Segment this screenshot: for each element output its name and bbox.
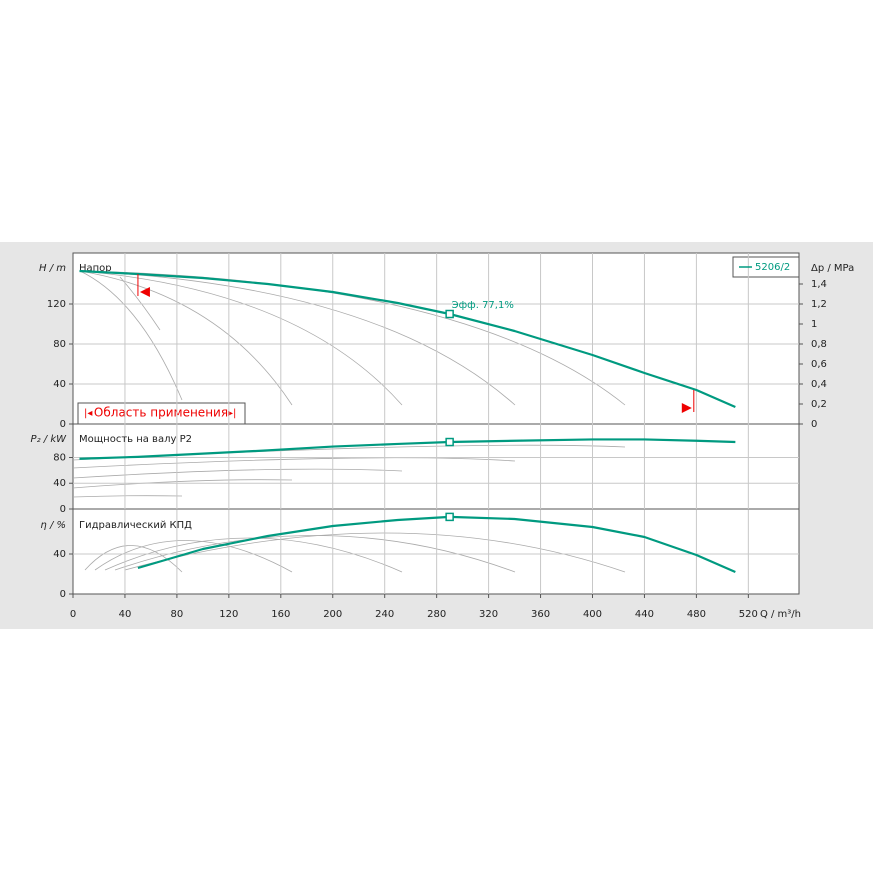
range-arrow <box>681 403 692 413</box>
range-arrow <box>139 287 150 297</box>
y2-tick-label: 0,6 <box>811 359 827 370</box>
y-tick-label: 0 <box>60 504 66 515</box>
x-tick-label: 200 <box>323 609 342 620</box>
x-tick-label: 40 <box>119 609 132 620</box>
y-tick-label: 40 <box>53 549 66 560</box>
y-axis-label: P₂ / kW <box>31 434 68 445</box>
panel-title: Гидравлический КПД <box>79 520 192 531</box>
y-tick-label: 80 <box>53 452 66 463</box>
x-tick-label: 280 <box>427 609 446 620</box>
legend-label: 5206/2 <box>755 262 790 273</box>
x-tick-label: 80 <box>171 609 184 620</box>
legend-box <box>732 256 800 278</box>
duty-point <box>445 309 454 319</box>
y-tick-label: 120 <box>47 299 66 310</box>
x-axis-label: Q / m³/h <box>760 609 801 620</box>
x-tick-label: 520 <box>739 609 758 620</box>
range-arrow: ▸| <box>228 408 236 419</box>
y2-tick-label: 0,4 <box>811 379 827 390</box>
duty-point <box>445 512 454 522</box>
y-tick-label: 0 <box>60 419 66 430</box>
x-tick-label: 240 <box>375 609 394 620</box>
annotation: Эфф. 77,1% <box>452 300 514 311</box>
x-tick-label: 480 <box>687 609 706 620</box>
x-tick-label: 440 <box>635 609 654 620</box>
duty-point <box>445 437 454 447</box>
y2-tick-label: 1 <box>811 319 817 330</box>
x-tick-label: 0 <box>70 609 76 620</box>
x-tick-label: 320 <box>479 609 498 620</box>
y-axis-label: η / % <box>40 520 66 531</box>
range-label: Область применения <box>94 406 228 420</box>
y-tick-label: 40 <box>53 478 66 489</box>
y-axis-label: H / m <box>39 263 66 274</box>
y-tick-label: 40 <box>53 379 66 390</box>
y2-tick-label: 1,4 <box>811 279 827 290</box>
curve <box>79 438 736 460</box>
y2-tick-label: 0,8 <box>811 339 827 350</box>
panel-title: Мощность на валу P2 <box>79 434 192 445</box>
curve <box>79 269 736 409</box>
panel-title: Напор <box>79 263 112 274</box>
range-box <box>77 402 246 425</box>
y2-axis-label: Δp / MPa <box>811 263 854 274</box>
x-tick-label: 120 <box>219 609 238 620</box>
x-tick-label: 400 <box>583 609 602 620</box>
y2-tick-label: 0,2 <box>811 399 827 410</box>
x-tick-label: 160 <box>271 609 290 620</box>
y2-tick-label: 1,2 <box>811 299 827 310</box>
y-tick-label: 0 <box>60 589 66 600</box>
range-arrow: |◂ <box>84 408 92 419</box>
y-tick-label: 80 <box>53 339 66 350</box>
x-tick-label: 360 <box>531 609 550 620</box>
y2-tick-label: 0 <box>811 419 817 430</box>
